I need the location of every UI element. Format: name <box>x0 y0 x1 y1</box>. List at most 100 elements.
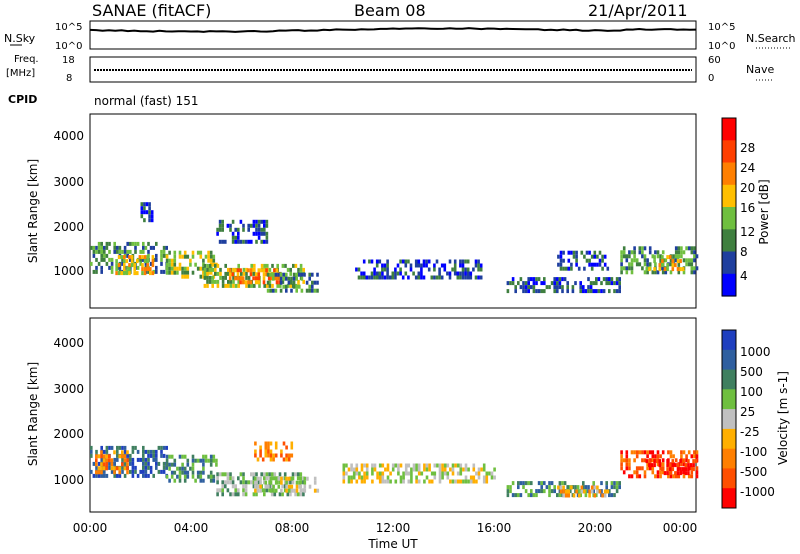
power-cell <box>298 284 301 289</box>
power-cell <box>302 279 305 284</box>
power-cell <box>279 280 283 285</box>
velocity-cell <box>550 489 554 494</box>
velocity-cell <box>97 470 101 475</box>
power-cell <box>459 263 462 268</box>
velocity-cell <box>270 484 274 489</box>
velocity-cell <box>226 480 230 485</box>
velocity-cell <box>147 465 150 470</box>
velocity-cell <box>176 474 179 479</box>
velocity-cell <box>613 481 616 486</box>
velocity-cell <box>113 473 116 478</box>
power-cell <box>181 274 184 279</box>
power-cell <box>381 267 384 272</box>
velocity-cell <box>402 475 405 480</box>
power-cell <box>237 263 240 268</box>
power-cell <box>206 271 209 276</box>
velocity-cell <box>363 471 366 476</box>
power-cell <box>553 285 556 290</box>
velocity-cell <box>108 454 111 459</box>
velocity-cell <box>355 471 359 476</box>
power-cell <box>141 267 144 272</box>
power-cell <box>272 288 275 293</box>
velocity-cell <box>469 475 473 480</box>
velocity-cell <box>373 467 377 472</box>
power-cell <box>95 265 98 270</box>
velocity-cell <box>615 489 619 494</box>
velocity-cell <box>588 489 591 494</box>
power-cell <box>443 267 447 272</box>
power-cell <box>292 276 296 281</box>
power-cell <box>618 277 621 282</box>
velocity-cell <box>239 480 243 485</box>
velocity-cell <box>270 492 274 497</box>
power-cell <box>173 254 177 259</box>
power-cell <box>620 270 623 275</box>
velocity-cell <box>237 476 240 481</box>
velocity-cell <box>144 449 148 454</box>
x-axis-label: Time UT <box>367 537 418 551</box>
velocity-cell <box>441 475 444 480</box>
power-cell <box>453 271 457 276</box>
power-ytick-1000: 1000 <box>53 264 84 278</box>
power-cell <box>535 281 538 286</box>
power-cell <box>231 235 235 240</box>
power-cell <box>173 258 177 263</box>
velocity-cell <box>562 489 565 494</box>
velocity-cell <box>231 476 235 481</box>
velocity-cell <box>674 463 677 468</box>
power-cell <box>263 263 266 268</box>
power-cell <box>134 245 137 250</box>
velocity-cell <box>417 471 421 476</box>
power-cell <box>263 239 266 244</box>
velocity-cell <box>152 457 155 462</box>
velocity-cell <box>280 453 283 458</box>
power-cell <box>95 249 98 254</box>
velocity-cell <box>689 463 693 468</box>
power-cell <box>506 289 510 294</box>
velocity-cell <box>221 484 224 489</box>
velocity-cell <box>110 462 114 467</box>
power-cell <box>120 271 123 276</box>
velocity-cell <box>194 478 197 483</box>
velocity-cell <box>371 463 374 468</box>
velocity-cell <box>667 474 670 479</box>
power-cell <box>682 270 686 275</box>
power-cell <box>579 281 582 286</box>
velocity-cell <box>482 467 486 472</box>
power-cbar-swatch <box>722 184 736 208</box>
velocity-cell <box>410 479 413 484</box>
velocity-cell <box>653 463 656 468</box>
velocity-cell <box>690 454 694 459</box>
power-cell <box>695 254 699 259</box>
velocity-cell <box>296 476 300 481</box>
power-cell <box>641 246 644 251</box>
velocity-cell <box>142 473 145 478</box>
power-cell <box>582 285 585 290</box>
velocity-cell <box>285 445 288 450</box>
power-cell <box>633 254 636 259</box>
power-cell <box>566 281 569 286</box>
power-cell <box>245 271 248 276</box>
freq-tick-bottom: 8 <box>66 73 72 84</box>
power-cell <box>292 272 296 277</box>
velocity-cell <box>283 488 287 493</box>
velocity-cell <box>360 479 364 484</box>
velocity-cell <box>672 454 675 459</box>
power-cell <box>587 289 590 294</box>
power-cell <box>253 263 256 268</box>
velocity-cell <box>548 493 551 498</box>
power-cell <box>386 275 389 280</box>
power-cell <box>278 280 281 285</box>
power-cell <box>606 266 610 271</box>
power-cell <box>537 289 541 294</box>
power-cell <box>234 239 237 244</box>
velocity-cell <box>622 458 626 463</box>
power-cell <box>386 267 389 272</box>
power-cell <box>687 258 691 263</box>
power-cell <box>209 254 213 259</box>
velocity-cell <box>263 480 266 485</box>
velocity-cell <box>186 462 190 467</box>
power-cell <box>260 231 263 236</box>
power-cell <box>661 263 664 268</box>
power-cell <box>173 250 177 255</box>
